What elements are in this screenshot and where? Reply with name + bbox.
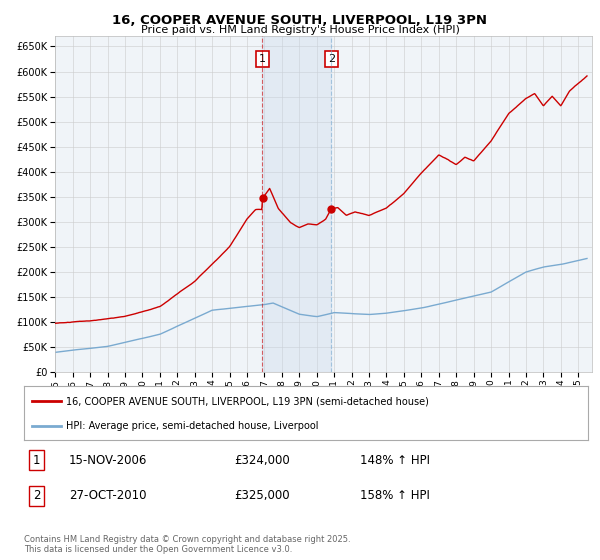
Bar bbox=[262, 36, 331, 372]
Text: Price paid vs. HM Land Registry's House Price Index (HPI): Price paid vs. HM Land Registry's House … bbox=[140, 25, 460, 35]
Text: £324,000: £324,000 bbox=[234, 454, 290, 467]
Text: 148% ↑ HPI: 148% ↑ HPI bbox=[360, 454, 430, 467]
Text: 27-OCT-2010: 27-OCT-2010 bbox=[69, 489, 146, 502]
Text: £325,000: £325,000 bbox=[234, 489, 290, 502]
Text: 1: 1 bbox=[33, 454, 41, 467]
Text: 16, COOPER AVENUE SOUTH, LIVERPOOL, L19 3PN: 16, COOPER AVENUE SOUTH, LIVERPOOL, L19 … bbox=[113, 14, 487, 27]
Text: Contains HM Land Registry data © Crown copyright and database right 2025.
This d: Contains HM Land Registry data © Crown c… bbox=[24, 535, 350, 554]
Text: 16, COOPER AVENUE SOUTH, LIVERPOOL, L19 3PN (semi-detached house): 16, COOPER AVENUE SOUTH, LIVERPOOL, L19 … bbox=[66, 396, 429, 407]
Text: 2: 2 bbox=[328, 54, 335, 64]
Text: HPI: Average price, semi-detached house, Liverpool: HPI: Average price, semi-detached house,… bbox=[66, 421, 319, 431]
Text: 1: 1 bbox=[259, 54, 266, 64]
Text: 2: 2 bbox=[33, 489, 41, 502]
Text: 15-NOV-2006: 15-NOV-2006 bbox=[69, 454, 148, 467]
Text: 158% ↑ HPI: 158% ↑ HPI bbox=[360, 489, 430, 502]
